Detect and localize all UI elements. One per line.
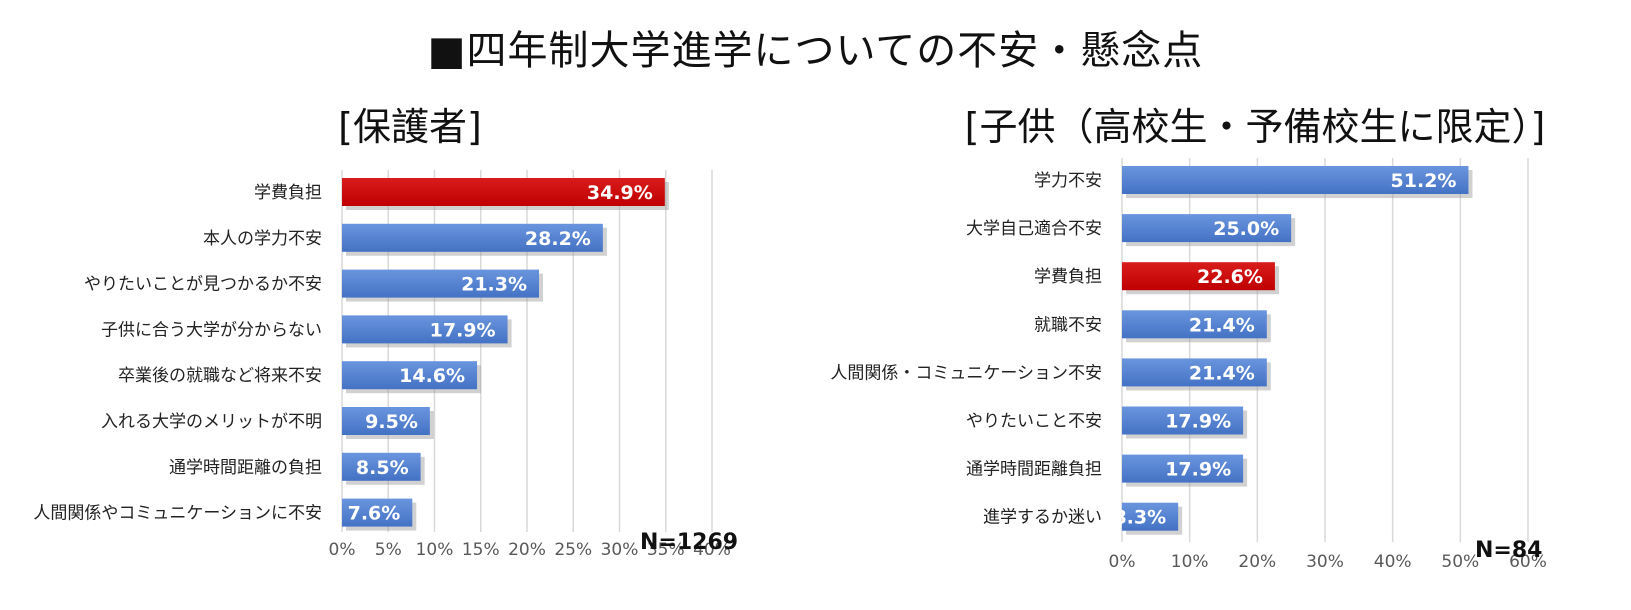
value-label: 28.2% bbox=[525, 228, 591, 250]
x-tick-label: 0% bbox=[329, 540, 356, 560]
category-label: 大学自己適合不安 bbox=[966, 219, 1102, 239]
category-label: 通学時間距離の負担 bbox=[169, 458, 322, 478]
x-tick-label: 30% bbox=[601, 540, 639, 560]
value-label: 22.6% bbox=[1197, 266, 1263, 288]
category-label: やりたいこと不安 bbox=[966, 412, 1102, 432]
category-label: 卒業後の就職など将来不安 bbox=[118, 366, 322, 386]
left-chart-title: [保護者] bbox=[338, 105, 482, 149]
parents-bar-chart: 0% 5% 10% 15% 20% 25% 30% 35% 40% 学費負担 34.9% 本人の学力不… bbox=[33, 170, 731, 560]
x-tick-label: 40% bbox=[1374, 552, 1412, 572]
bar bbox=[342, 315, 508, 344]
x-tick-label: 60% bbox=[1509, 552, 1547, 572]
highlight-bar bbox=[342, 178, 665, 206]
x-tick-label: 25% bbox=[554, 540, 592, 560]
x-tick-label: 20% bbox=[508, 540, 546, 560]
value-label: 17.9% bbox=[1165, 411, 1231, 433]
value-label: 21.4% bbox=[1189, 314, 1255, 336]
category-label: 通学時間距離負担 bbox=[966, 460, 1102, 480]
bar bbox=[342, 407, 430, 435]
category-label: 入れる大学のメリットが不明 bbox=[101, 412, 322, 432]
bar bbox=[1122, 310, 1267, 339]
left-sample-size: N=1269 bbox=[640, 530, 739, 555]
value-label: 8.3% bbox=[1113, 507, 1166, 529]
x-tick-label: 50% bbox=[1441, 552, 1479, 572]
bar bbox=[342, 269, 540, 298]
category-label: 就職不安 bbox=[1034, 315, 1102, 335]
category-label: 本人の学力不安 bbox=[203, 229, 322, 249]
x-tick-label: 10% bbox=[1171, 552, 1209, 572]
value-label: 51.2% bbox=[1391, 170, 1457, 192]
value-label: 34.9% bbox=[587, 182, 653, 204]
x-tick-label: 5% bbox=[375, 540, 402, 560]
bar bbox=[342, 452, 421, 481]
category-label: 学費負担 bbox=[1034, 267, 1102, 287]
bar bbox=[1122, 358, 1267, 387]
value-label: 21.4% bbox=[1189, 362, 1255, 384]
x-tick-label: 0% bbox=[1109, 552, 1136, 572]
value-label: 9.5% bbox=[365, 411, 418, 433]
bar bbox=[1122, 502, 1179, 531]
category-label: 人間関係・コミュニケーション不安 bbox=[830, 363, 1102, 383]
category-label: 子供に合う大学が分からない bbox=[101, 320, 322, 340]
category-label: 学費負担 bbox=[254, 183, 322, 203]
bar bbox=[1122, 214, 1292, 243]
bar bbox=[342, 223, 603, 252]
bar bbox=[342, 498, 413, 527]
x-tick-label: 40% bbox=[693, 540, 731, 560]
bar bbox=[1122, 166, 1469, 194]
bar bbox=[1122, 406, 1244, 435]
x-tick-label: 15% bbox=[462, 540, 500, 560]
highlight-bar bbox=[1122, 262, 1275, 291]
value-label: 8.5% bbox=[356, 457, 409, 479]
right-sample-size: N=84 bbox=[1475, 538, 1543, 563]
x-tick-label: 30% bbox=[1306, 552, 1344, 572]
value-label: 14.6% bbox=[399, 365, 465, 387]
right-chart-title: [子供（高校生・予備校生に限定）] bbox=[964, 105, 1546, 149]
category-label: 進学するか迷い bbox=[983, 508, 1102, 528]
category-label: やりたいことが見つかるか不安 bbox=[84, 275, 322, 295]
x-tick-label: 10% bbox=[416, 540, 454, 560]
category-label: 人間関係やコミュニケーションに不安 bbox=[33, 504, 322, 524]
category-label: 学力不安 bbox=[1034, 171, 1102, 191]
value-label: 25.0% bbox=[1213, 218, 1279, 240]
x-tick-label: 35% bbox=[647, 540, 685, 560]
value-label: 21.3% bbox=[461, 274, 527, 296]
x-tick-label: 20% bbox=[1238, 552, 1276, 572]
value-label: 17.9% bbox=[1165, 459, 1231, 481]
value-label: 17.9% bbox=[430, 319, 496, 341]
page-title: ■四年制大学進学についての不安・懸念点 bbox=[427, 28, 1204, 74]
bar bbox=[1122, 454, 1244, 483]
bar bbox=[342, 361, 478, 390]
value-label: 7.6% bbox=[348, 503, 401, 525]
